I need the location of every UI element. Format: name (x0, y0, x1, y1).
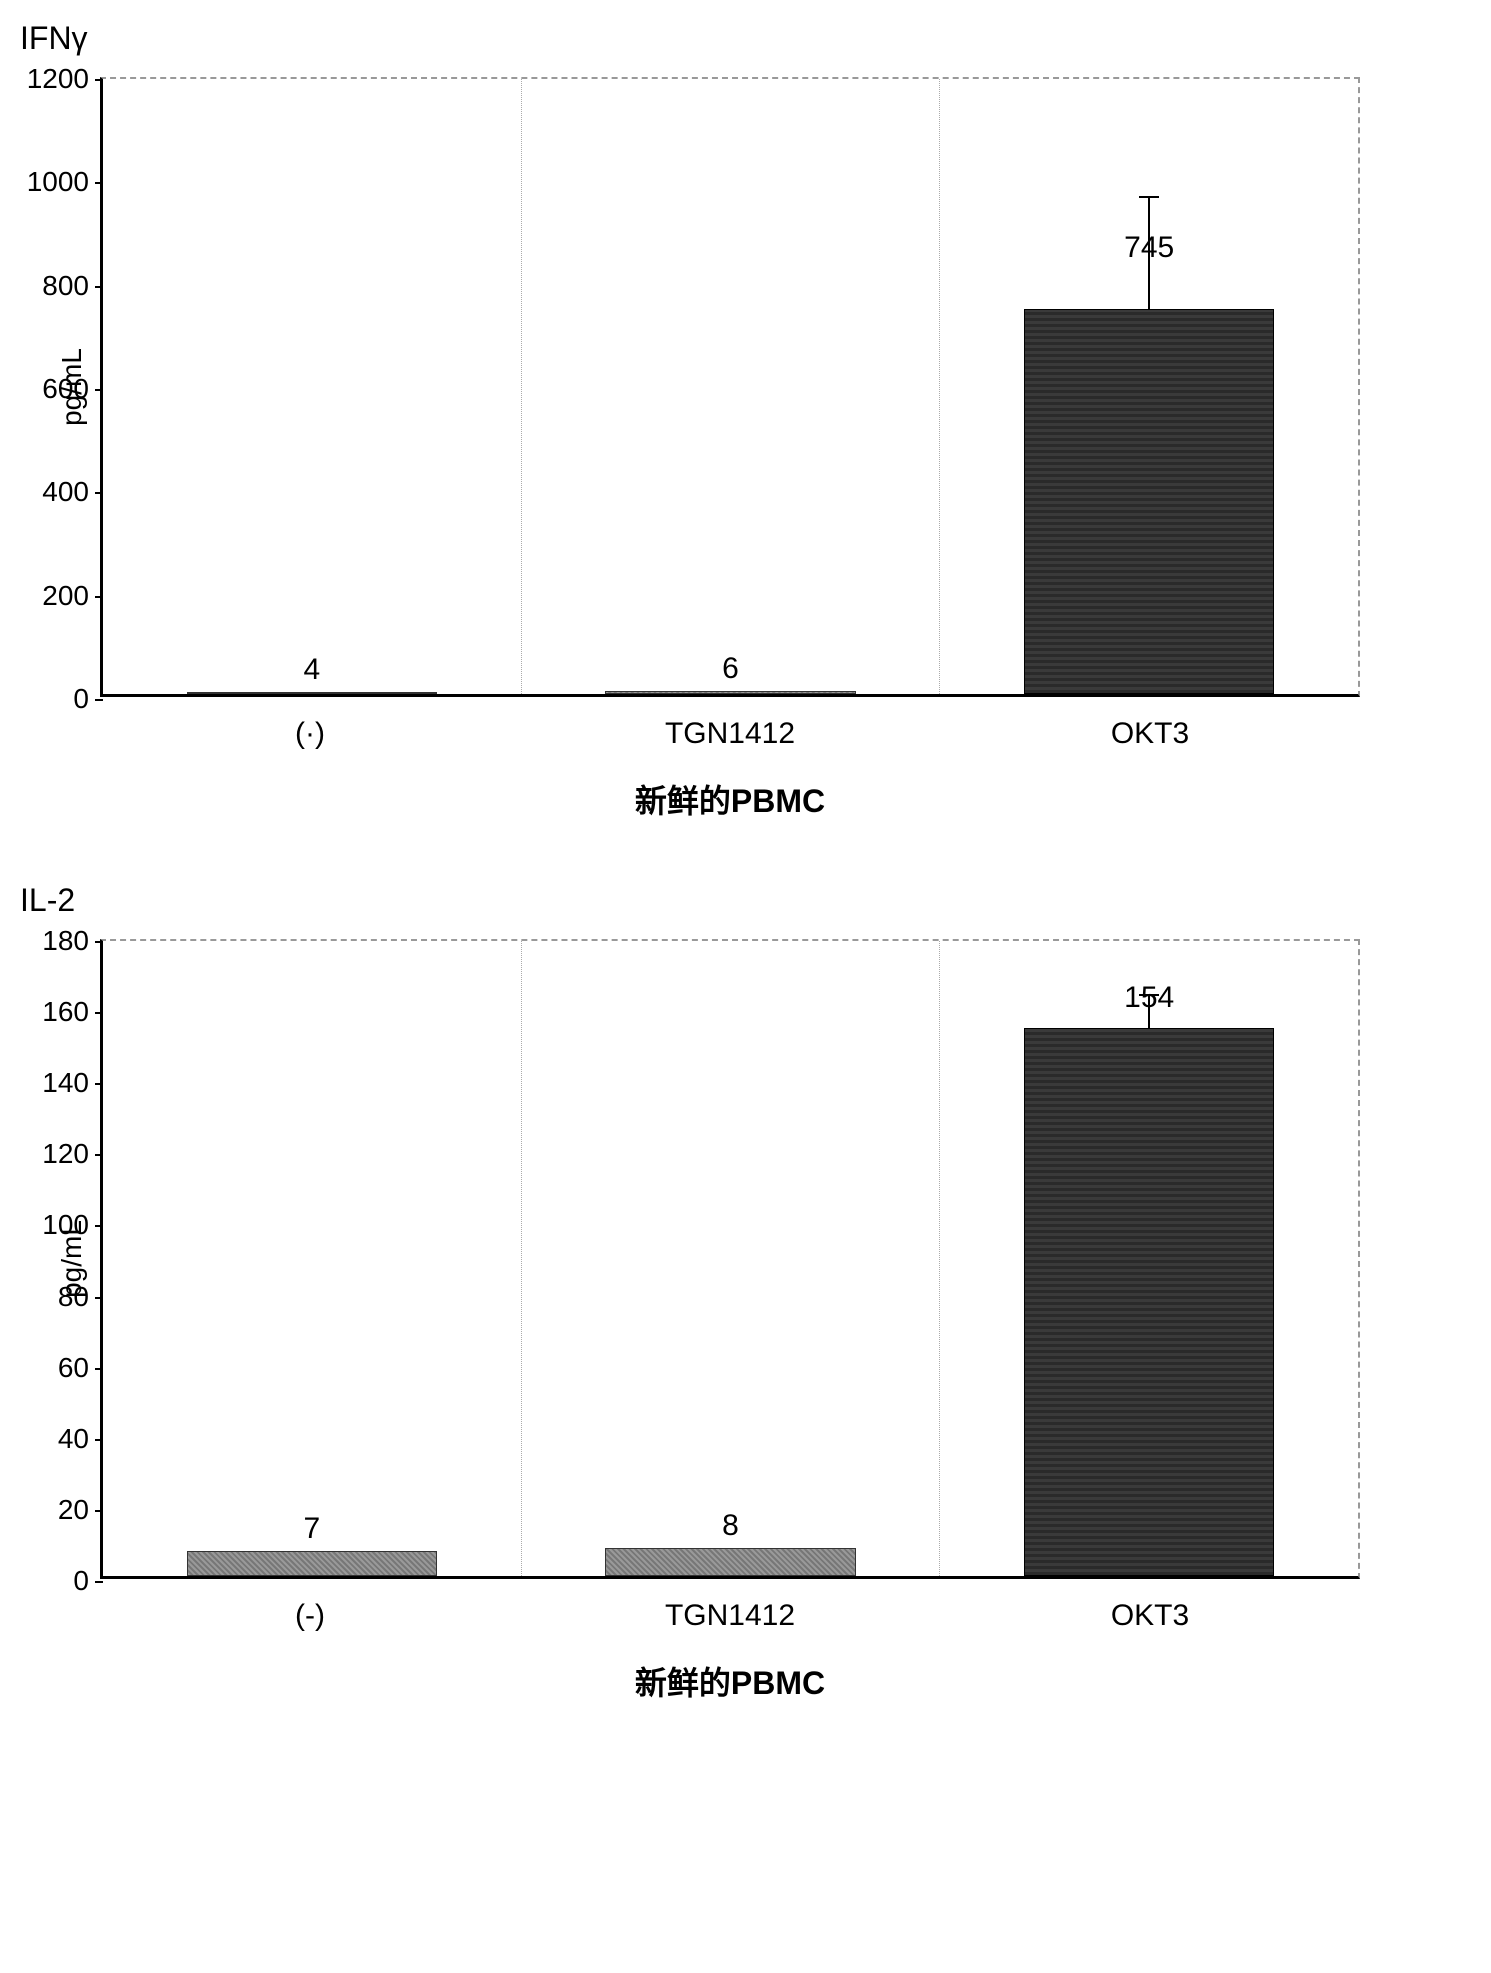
y-tick-label: 200 (42, 580, 89, 612)
bar: 4 (187, 692, 438, 694)
y-tick-label: 400 (42, 476, 89, 508)
bar-slot: 6 (522, 79, 941, 694)
chart-container: pg/mL02040608010012014016018078154(-)TGN… (100, 939, 1471, 1704)
y-tick-label: 80 (58, 1281, 89, 1313)
x-axis-title: 新鲜的PBMC (100, 1658, 1360, 1704)
y-tick (95, 1225, 103, 1227)
chart-container: pg/mL02004006008001000120046745(·)TGN141… (100, 77, 1471, 822)
y-tick-label: 100 (42, 1209, 89, 1241)
plot-area: pg/mL02004006008001000120046745 (100, 77, 1360, 697)
x-labels-row: (·)TGN1412OKT3 (100, 717, 1360, 751)
bar: 745 (1024, 309, 1275, 694)
y-tick-label: 0 (73, 683, 89, 715)
x-axis-title: 新鲜的PBMC (100, 776, 1360, 822)
bar: 6 (605, 691, 856, 694)
y-tick-label: 60 (58, 1352, 89, 1384)
plot-area: pg/mL02040608010012014016018078154 (100, 939, 1360, 1579)
y-tick (95, 699, 103, 701)
x-category-label: OKT3 (940, 1599, 1360, 1633)
bar-slot: 745 (940, 79, 1358, 694)
bar-value-label: 154 (1124, 981, 1174, 1015)
bars-row: 7 8 154 (103, 941, 1358, 1576)
y-tick-label: 180 (42, 925, 89, 957)
y-tick-label: 600 (42, 373, 89, 405)
bars-row: 4 6 745 (103, 79, 1358, 694)
x-labels-row: (-)TGN1412OKT3 (100, 1599, 1360, 1633)
x-category-label: TGN1412 (520, 717, 940, 751)
bar-value-label: 4 (303, 653, 320, 687)
y-tick (95, 1581, 103, 1583)
y-tick-label: 160 (42, 996, 89, 1028)
bar-slot: 154 (940, 941, 1358, 1576)
x-category-label: OKT3 (940, 717, 1360, 751)
y-tick-label: 800 (42, 270, 89, 302)
y-tick (95, 389, 103, 391)
y-tick (95, 492, 103, 494)
y-tick-label: 140 (42, 1067, 89, 1099)
chart-title: IL-2 (20, 882, 1471, 919)
bar-value-label: 7 (303, 1512, 320, 1546)
bar: 8 (605, 1548, 856, 1576)
bar: 154 (1024, 1028, 1275, 1576)
y-tick-label: 0 (73, 1565, 89, 1597)
y-tick (95, 182, 103, 184)
y-tick (95, 1297, 103, 1299)
y-tick-label: 1200 (27, 63, 89, 95)
chart-section-0: IFNγpg/mL02004006008001000120046745(·)TG… (20, 20, 1471, 822)
x-category-label: TGN1412 (520, 1599, 940, 1633)
bar-slot: 8 (522, 941, 941, 1576)
bar-slot: 7 (103, 941, 522, 1576)
bar-slot: 4 (103, 79, 522, 694)
y-tick-label: 20 (58, 1494, 89, 1526)
y-tick (95, 1083, 103, 1085)
y-tick-label: 120 (42, 1138, 89, 1170)
bar-value-label: 8 (722, 1509, 739, 1543)
y-tick (95, 79, 103, 81)
error-cap (1139, 196, 1159, 198)
y-tick (95, 286, 103, 288)
bar-value-label: 745 (1124, 231, 1174, 265)
chart-section-1: IL-2pg/mL02040608010012014016018078154(-… (20, 882, 1471, 1704)
y-tick-label: 40 (58, 1423, 89, 1455)
y-tick-label: 1000 (27, 166, 89, 198)
x-category-label: (·) (100, 717, 520, 751)
bar: 7 (187, 1551, 438, 1576)
y-tick (95, 1012, 103, 1014)
y-tick (95, 1439, 103, 1441)
chart-title: IFNγ (20, 20, 1471, 57)
bar-value-label: 6 (722, 652, 739, 686)
y-tick (95, 596, 103, 598)
y-tick (95, 1154, 103, 1156)
y-tick (95, 1510, 103, 1512)
x-category-label: (-) (100, 1599, 520, 1633)
y-tick (95, 1368, 103, 1370)
y-tick (95, 941, 103, 943)
